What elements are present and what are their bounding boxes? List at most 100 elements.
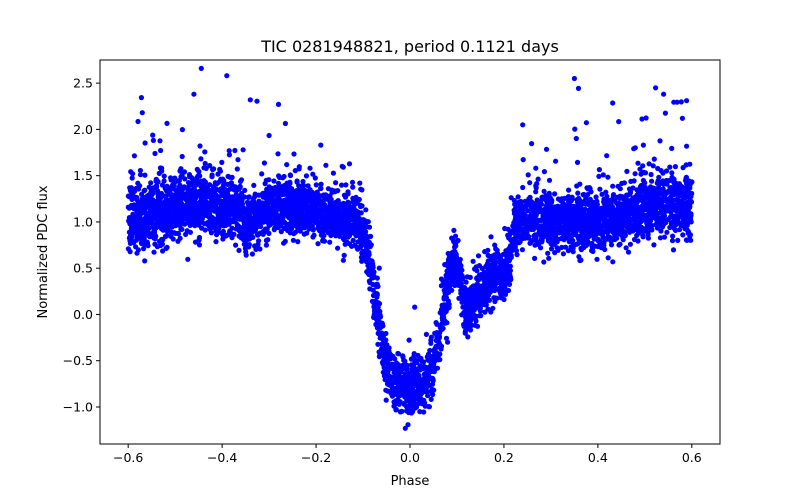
data-point <box>586 185 593 191</box>
data-point <box>150 132 156 138</box>
data-point <box>244 199 251 205</box>
data-point <box>339 163 345 169</box>
data-point <box>179 191 185 197</box>
data-point <box>485 247 491 253</box>
data-point <box>623 245 629 251</box>
data-point <box>435 357 441 363</box>
data-point <box>662 209 668 215</box>
data-point <box>179 200 185 207</box>
data-point <box>559 244 565 250</box>
data-point <box>369 270 375 276</box>
data-point <box>376 265 382 271</box>
data-point <box>649 189 655 195</box>
data-point <box>336 202 342 208</box>
data-point <box>270 202 276 208</box>
data-point <box>447 261 453 267</box>
data-point <box>547 205 554 211</box>
data-point <box>311 232 317 238</box>
data-point <box>569 226 575 233</box>
data-point <box>400 353 406 359</box>
data-point <box>202 149 208 155</box>
data-point <box>128 169 134 175</box>
data-point <box>209 174 215 180</box>
data-point <box>371 312 377 318</box>
data-point <box>254 98 260 104</box>
data-point <box>226 152 232 158</box>
data-point <box>310 171 316 177</box>
data-point <box>472 292 478 298</box>
chart-title: TIC 0281948821, period 0.1121 days <box>260 37 559 56</box>
data-point <box>233 242 239 248</box>
data-point <box>179 127 185 133</box>
data-point <box>160 200 167 206</box>
data-point <box>357 180 363 186</box>
data-point <box>565 248 572 254</box>
data-point <box>142 258 148 264</box>
data-point <box>578 235 584 241</box>
data-point <box>159 206 165 212</box>
data-point <box>285 227 291 234</box>
data-point <box>266 132 272 139</box>
data-point <box>574 214 580 220</box>
data-point <box>684 143 690 149</box>
data-point <box>292 229 299 235</box>
data-point <box>151 224 157 230</box>
data-point <box>137 172 144 178</box>
data-point <box>452 244 458 250</box>
data-point <box>307 211 313 217</box>
data-point <box>333 220 340 226</box>
data-point <box>574 159 581 165</box>
data-point <box>545 250 551 256</box>
data-point <box>169 224 175 230</box>
data-point <box>456 295 462 301</box>
data-point <box>640 233 646 239</box>
data-point <box>487 278 493 284</box>
data-point <box>313 182 319 188</box>
data-point <box>331 189 337 195</box>
data-point <box>663 168 670 174</box>
data-point <box>160 248 166 254</box>
data-point <box>667 164 673 170</box>
data-point <box>527 194 533 200</box>
data-point <box>519 247 526 253</box>
data-point <box>566 187 572 193</box>
data-point <box>155 197 162 203</box>
data-point <box>216 229 222 235</box>
data-point <box>175 192 181 198</box>
data-point <box>617 186 623 192</box>
data-point <box>244 237 250 243</box>
data-point <box>292 168 298 174</box>
data-point <box>610 259 616 265</box>
data-point <box>689 179 695 185</box>
data-point <box>473 318 479 324</box>
data-point <box>630 223 636 229</box>
data-point <box>506 281 513 287</box>
data-point <box>610 183 616 189</box>
data-point <box>651 156 657 162</box>
data-point <box>162 226 168 232</box>
data-point <box>402 371 408 377</box>
data-point <box>213 224 220 230</box>
data-point <box>624 192 630 198</box>
data-point <box>639 116 645 122</box>
data-point <box>515 194 521 200</box>
data-point <box>278 229 284 235</box>
data-point <box>363 240 369 246</box>
data-point <box>491 277 497 283</box>
data-point <box>541 188 547 194</box>
data-point <box>443 335 450 341</box>
data-point <box>178 166 184 172</box>
data-point <box>307 187 313 193</box>
data-point <box>669 170 675 176</box>
data-point <box>580 226 586 232</box>
data-point <box>640 170 647 176</box>
data-point <box>631 146 637 152</box>
data-point <box>157 165 163 171</box>
data-point <box>664 229 670 235</box>
data-point <box>127 221 133 227</box>
data-point <box>289 225 295 232</box>
data-point <box>522 198 528 204</box>
data-point <box>460 288 466 294</box>
data-point <box>241 241 247 247</box>
data-point <box>683 237 690 243</box>
